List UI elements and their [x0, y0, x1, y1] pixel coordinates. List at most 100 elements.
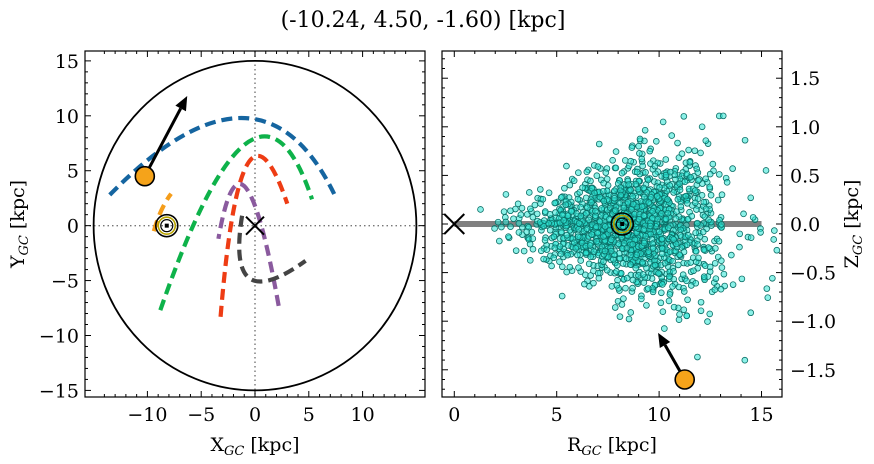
scatter-point — [582, 249, 590, 257]
scatter-point — [662, 215, 670, 223]
scatter-point — [652, 138, 660, 145]
scatter-point — [502, 191, 510, 198]
scatter-point — [564, 251, 571, 259]
scatter-point — [526, 257, 534, 264]
scatter-point — [477, 206, 484, 213]
left-axes-frame — [84, 50, 426, 398]
scatter-point — [601, 247, 609, 255]
scatter-point — [747, 309, 755, 317]
scatter-point — [702, 205, 710, 213]
scatter-point — [592, 207, 599, 215]
scatter-point — [629, 284, 636, 292]
scatter-point — [691, 147, 699, 155]
scatter-point — [593, 172, 601, 180]
scatter-point — [676, 311, 683, 318]
scatter-point — [567, 208, 575, 215]
scatter-point — [526, 240, 534, 248]
scatter-point — [560, 217, 568, 224]
scatter-point — [574, 251, 581, 259]
scatter-point — [593, 238, 600, 245]
scatter-point — [645, 248, 652, 255]
scatter-point — [494, 218, 502, 226]
scatter-point — [641, 126, 649, 134]
scatter-point — [659, 118, 667, 126]
scatter-point — [621, 157, 629, 164]
scatter-point — [611, 304, 619, 311]
scatter-point — [617, 191, 625, 199]
scatter-point — [540, 255, 547, 263]
spiral-arm-1 — [108, 116, 338, 198]
scatter-point — [510, 215, 517, 223]
scatter-point — [757, 229, 764, 236]
scatter-point — [669, 257, 676, 265]
left-ytick-label: 0 — [67, 216, 79, 238]
scatter-point — [582, 210, 590, 217]
scatter-point — [517, 211, 525, 219]
scatter-point — [620, 204, 628, 212]
scatter-point — [679, 271, 687, 278]
left-ytick-label: 5 — [67, 161, 79, 183]
scatter-point — [537, 247, 545, 255]
scatter-point — [706, 170, 714, 178]
scatter-point — [590, 248, 598, 255]
scatter-point — [592, 223, 600, 231]
scatter-point — [588, 231, 595, 238]
scatter-point — [596, 193, 604, 201]
scatter-point — [661, 259, 669, 267]
scatter-point — [655, 269, 662, 277]
right-xtick-label: 10 — [647, 404, 671, 426]
scatter-point — [601, 223, 609, 230]
scatter-point — [658, 250, 666, 258]
scatter-point — [736, 243, 743, 251]
scatter-point — [529, 213, 537, 221]
scatter-point — [563, 268, 570, 276]
scatter-point — [636, 135, 644, 143]
scatter-point — [529, 235, 537, 242]
scatter-point — [729, 165, 736, 172]
scatter-point — [550, 254, 558, 262]
scatter-point — [529, 245, 537, 253]
left-xtick-label: 5 — [303, 404, 315, 426]
scatter-point — [714, 196, 722, 204]
scatter-point — [649, 208, 656, 215]
scatter-point — [613, 262, 621, 269]
scatter-point — [690, 267, 697, 275]
scatter-point — [566, 181, 574, 189]
scatter-point — [613, 281, 621, 289]
scatter-point — [747, 194, 755, 202]
scatter-point — [618, 169, 626, 177]
scatter-point — [625, 315, 633, 323]
scatter-point — [741, 356, 749, 364]
scatter-point — [706, 310, 714, 318]
scatter-point — [664, 209, 672, 217]
right-xtick-label: 15 — [749, 404, 773, 426]
scatter-point — [537, 186, 544, 193]
left-velocity-arrow-head — [175, 96, 188, 112]
scatter-point — [612, 148, 620, 155]
scatter-point — [676, 186, 684, 194]
scatter-point — [600, 197, 608, 205]
scatter-point — [666, 273, 673, 280]
scatter-point — [709, 160, 717, 168]
scatter-point — [662, 156, 670, 163]
scatter-point — [674, 139, 681, 147]
scatter-point — [666, 182, 674, 189]
scatter-point — [581, 280, 588, 288]
scatter-point — [583, 225, 591, 233]
scatter-point — [602, 169, 610, 176]
left-plot-area — [85, 51, 425, 397]
right-ytick-label: −0.5 — [790, 263, 836, 285]
scatter-point — [643, 264, 650, 272]
scatter-point — [587, 253, 594, 261]
scatter-point — [769, 274, 776, 282]
scatter-point — [720, 270, 728, 278]
scatter-point — [729, 281, 737, 288]
right-velocity-arrow-head — [658, 332, 671, 348]
scatter-point — [507, 207, 514, 215]
scatter-point — [603, 266, 611, 274]
scatter-point — [704, 318, 711, 325]
scatter-point — [698, 123, 706, 131]
galactic-center-marker — [245, 215, 265, 236]
scatter-point — [572, 245, 580, 252]
